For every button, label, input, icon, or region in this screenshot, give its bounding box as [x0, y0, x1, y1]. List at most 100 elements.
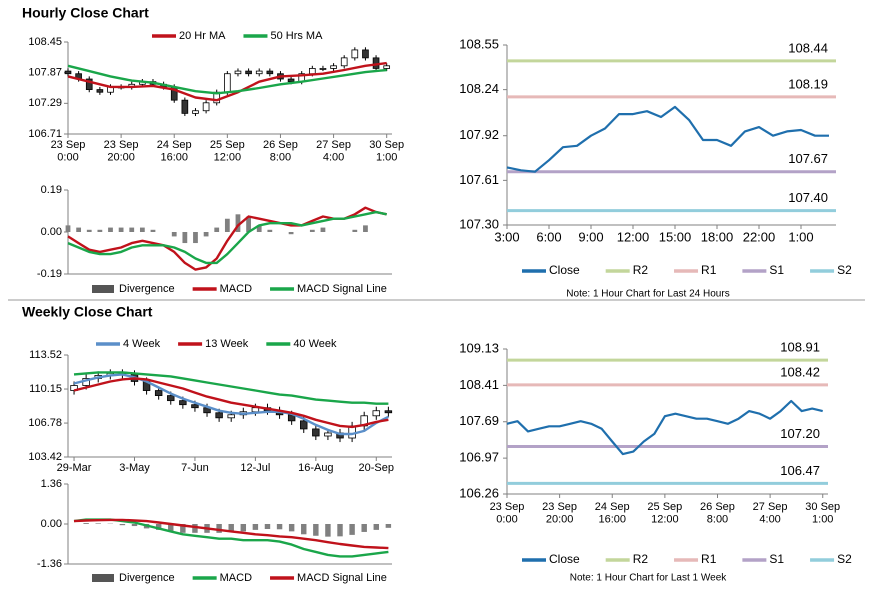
legend-swatch [92, 574, 114, 582]
x-tick-label: 23 Sep 20:00 [542, 501, 577, 526]
series-line [73, 518, 389, 558]
divergence-bar [193, 232, 198, 244]
x-tick-label: 16-Aug [298, 462, 333, 474]
series-line [506, 399, 823, 456]
y-tick-label: 106.97 [459, 450, 499, 465]
legend-label: 20 Hr MA [179, 30, 226, 42]
divergence-bar [337, 524, 343, 537]
level-label: 108.42 [780, 364, 820, 379]
section-heading: Weekly Close Chart [22, 304, 153, 320]
y-tick-label: 107.61 [459, 172, 499, 187]
series-line [67, 206, 387, 271]
divergence-bar [252, 524, 259, 530]
candle-body [154, 390, 163, 396]
series-line [506, 105, 829, 173]
y-tick-label: 0.19 [41, 184, 62, 196]
divergence-bar [361, 524, 367, 532]
x-tick-label: 18:00 [701, 229, 734, 244]
candle-body [179, 400, 187, 406]
level-label: 106.47 [780, 463, 820, 478]
divergence-bar [108, 227, 113, 232]
divergence-bar [150, 229, 156, 232]
candle-body [227, 414, 235, 419]
series-line [67, 210, 387, 265]
x-tick-label: 25 Sep 12:00 [647, 501, 682, 526]
series-line [73, 518, 389, 550]
divergence-bar [216, 524, 222, 533]
y-tick-label: 0.00 [41, 518, 62, 530]
legend-label: MACD Signal Line [297, 572, 387, 584]
legend-label: S2 [837, 263, 852, 277]
x-tick-label: 25 Sep 12:00 [210, 139, 245, 164]
legend-label: Close [549, 552, 580, 566]
level-label: 108.19 [788, 76, 828, 91]
divergence-bar [385, 524, 392, 528]
divergence-bar [180, 524, 186, 533]
candle-body [202, 102, 210, 112]
divergence-bar [182, 232, 188, 244]
candle-body [340, 57, 348, 67]
candle-body [215, 412, 223, 419]
divergence-bar [325, 524, 331, 537]
divergence-bar [214, 227, 220, 232]
legend-swatch [92, 285, 114, 293]
y-tick-label: 107.92 [459, 127, 499, 142]
y-tick-label: 1.36 [41, 478, 62, 490]
candle-body [191, 404, 199, 409]
x-tick-label: 1:00 [788, 229, 813, 244]
divergence-bar [155, 524, 162, 530]
y-tick-label: 103.42 [28, 451, 62, 463]
x-tick-label: 23 Sep 0:00 [51, 139, 86, 164]
divergence-bar [320, 227, 326, 232]
candle-body [312, 428, 320, 437]
y-tick-label: 108.24 [459, 81, 499, 96]
candle-body [324, 432, 332, 437]
x-tick-label: 29-Mar [57, 462, 92, 474]
divergence-bar [119, 524, 126, 526]
legend-label: R2 [633, 263, 649, 277]
level-label: 108.44 [788, 40, 828, 55]
y-tick-label: -0.19 [37, 268, 62, 280]
y-tick-label: 108.41 [459, 377, 499, 392]
divergence-bar [139, 227, 145, 232]
y-tick-label: 106.78 [28, 417, 62, 429]
x-tick-label: 22:00 [743, 229, 776, 244]
divergence-bar [203, 232, 209, 237]
candle-body [309, 68, 316, 75]
divergence-bar [301, 524, 307, 535]
divergence-bar [313, 524, 319, 536]
y-tick-label: 108.55 [459, 36, 499, 51]
legend-label: Close [549, 263, 580, 277]
candle-body [351, 49, 359, 59]
legend-label: S1 [769, 552, 784, 566]
candle-body [85, 78, 93, 90]
level-label: 107.20 [780, 426, 820, 441]
candle-body [362, 49, 369, 59]
legend-label: S2 [837, 552, 852, 566]
divergence-bar [240, 524, 247, 532]
candle-body [167, 395, 175, 402]
candle-body [266, 70, 274, 75]
legend-label: 13 Week [205, 338, 249, 350]
x-tick-label: 24 Sep 16:00 [595, 501, 630, 526]
legend-label: MACD [220, 283, 252, 295]
divergence-bar [264, 524, 271, 529]
x-tick-label: 23 Sep 20:00 [104, 139, 139, 164]
x-tick-label: 30 Sep 1:00 [369, 139, 404, 164]
divergence-bar [352, 229, 358, 232]
legend-label: R1 [701, 552, 717, 566]
y-tick-label: 106.71 [28, 128, 62, 140]
divergence-bar [235, 214, 241, 232]
x-tick-label: 12-Jul [240, 462, 270, 474]
x-tick-label: 3-May [119, 462, 150, 474]
x-tick-label: 24 Sep 16:00 [157, 139, 192, 164]
y-tick-label: 107.87 [28, 67, 62, 79]
x-tick-label: 27 Sep 4:00 [316, 139, 351, 164]
y-tick-label: 110.15 [29, 383, 62, 395]
divergence-bar [288, 524, 295, 532]
x-tick-label: 12:00 [617, 229, 650, 244]
y-tick-label: 109.13 [459, 340, 499, 355]
divergence-bar [97, 229, 103, 232]
divergence-bar [276, 524, 283, 530]
x-tick-label: 15:00 [659, 229, 692, 244]
